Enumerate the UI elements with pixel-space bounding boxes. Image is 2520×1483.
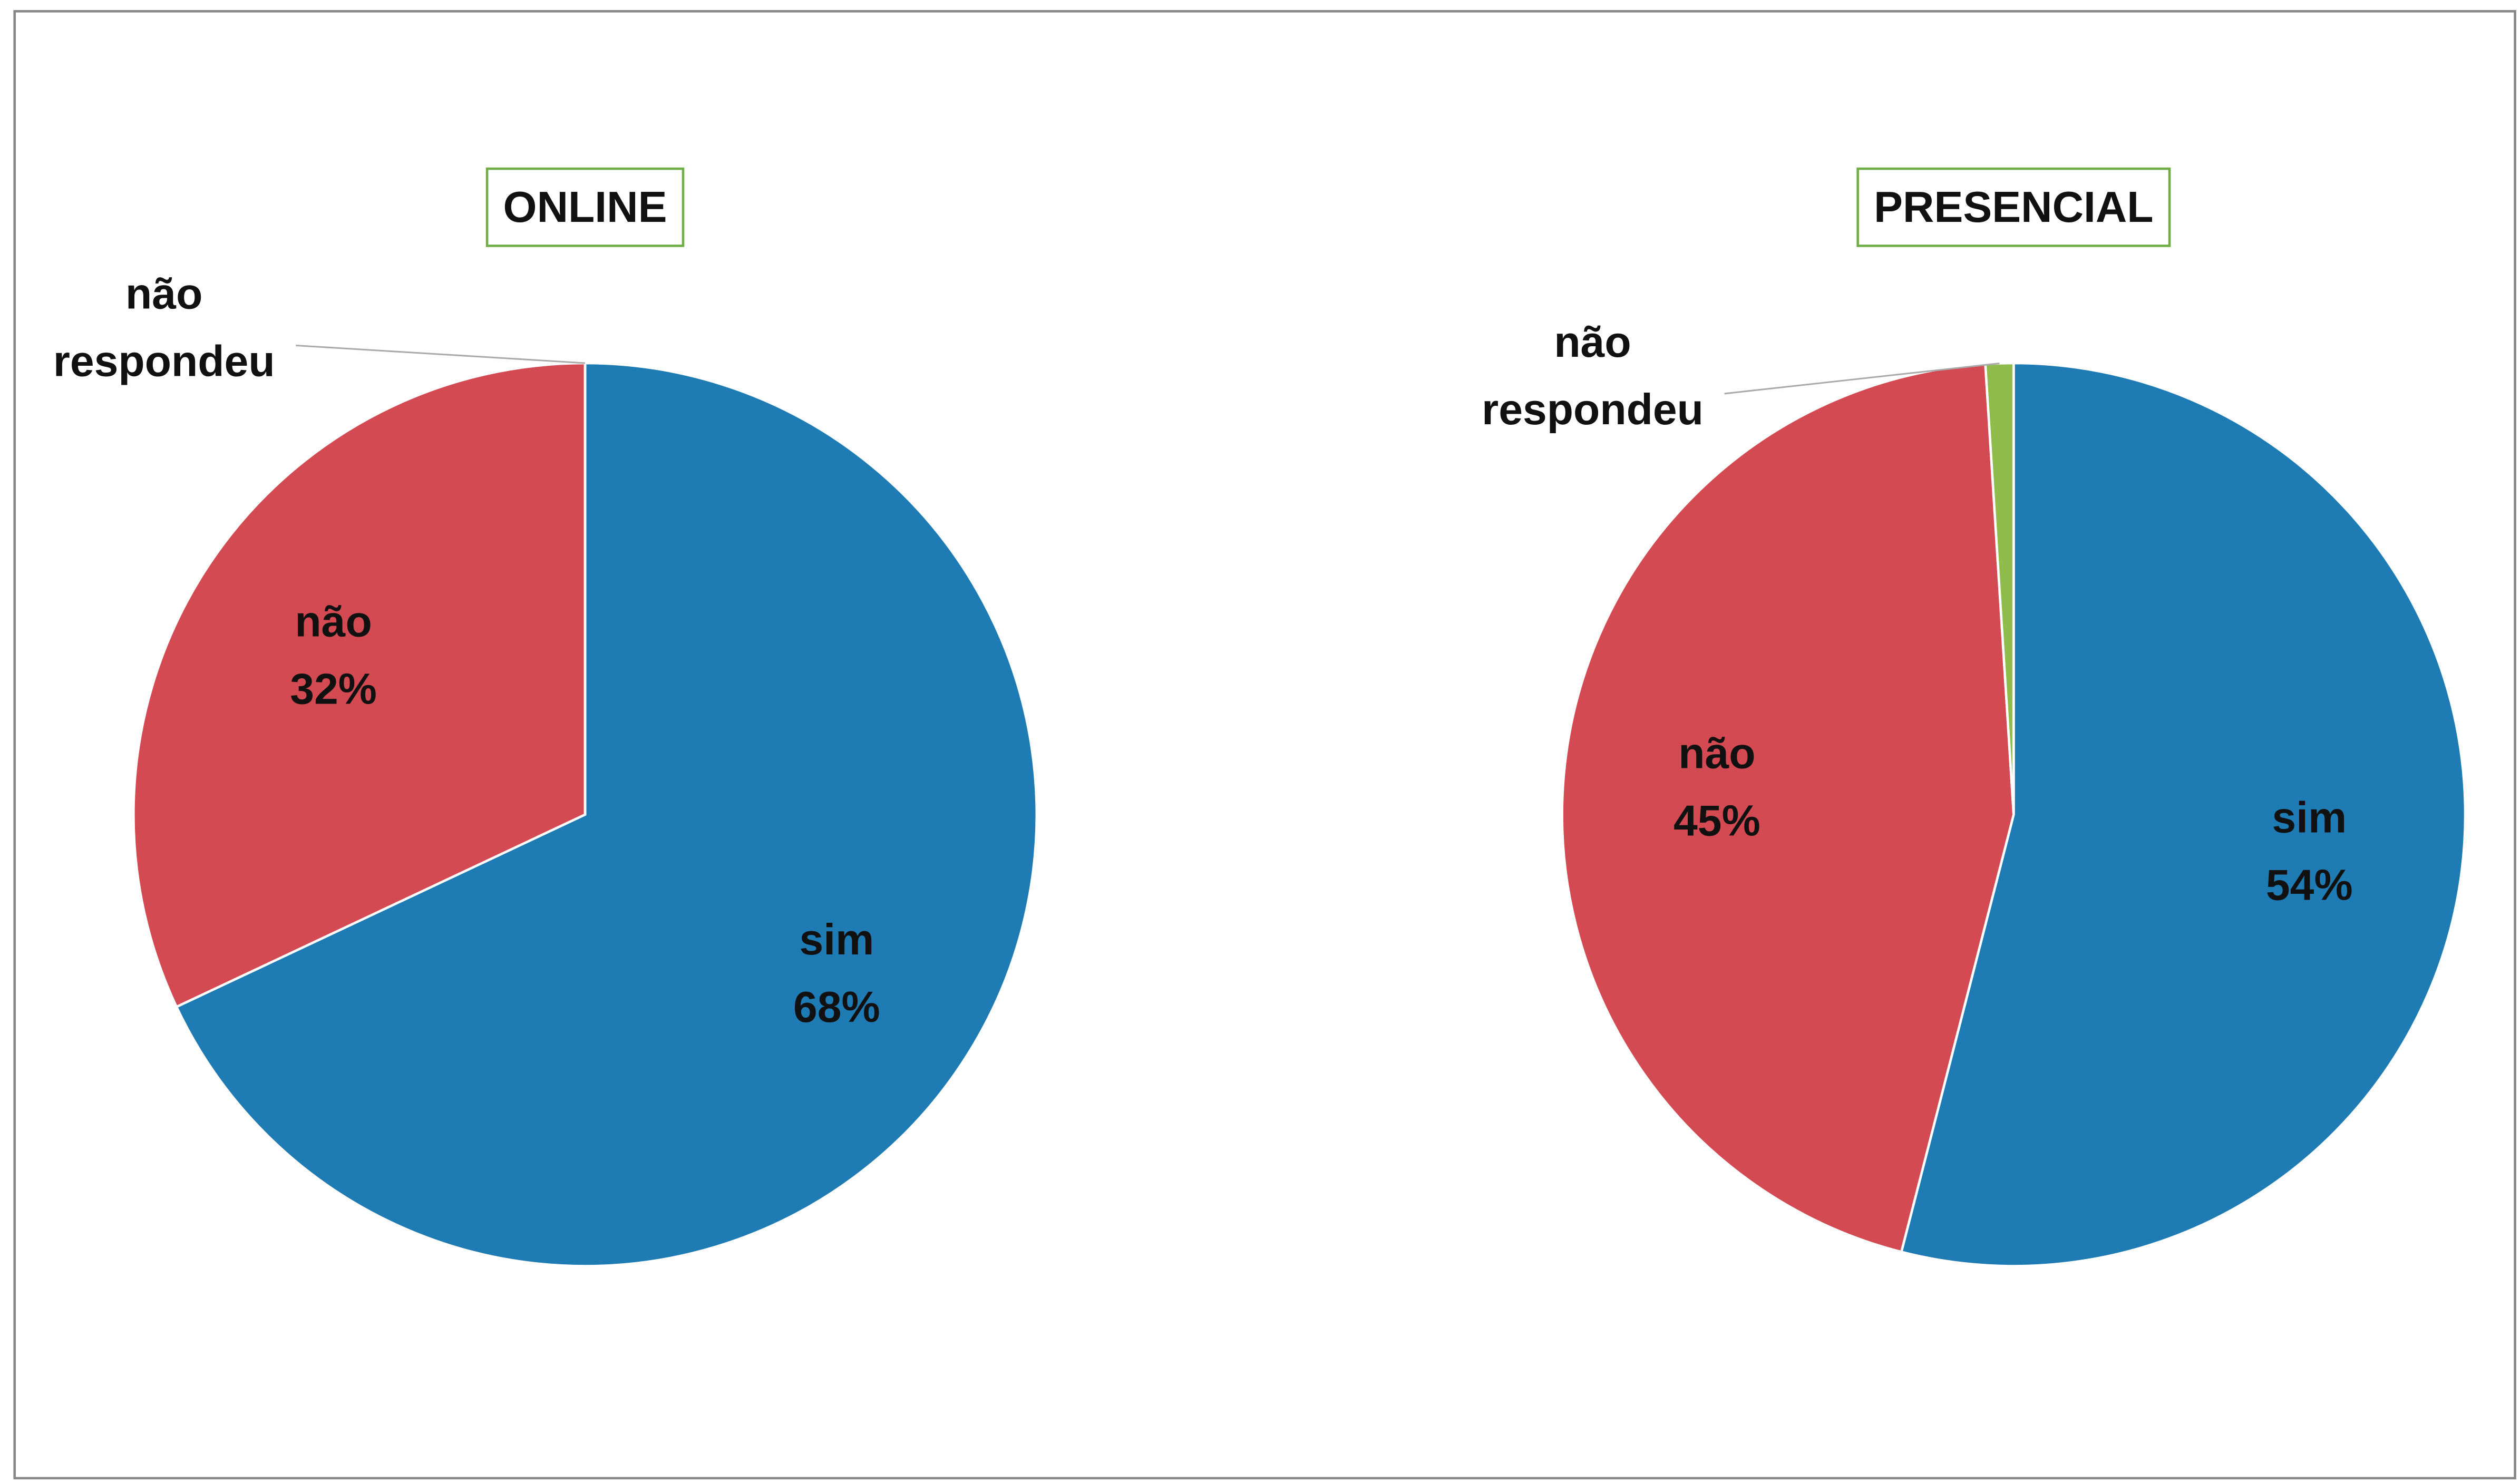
value-label: 1% xyxy=(1456,443,1729,450)
data-label: não respondeu 0% xyxy=(27,260,300,402)
leader-line xyxy=(296,344,586,364)
pie-slice xyxy=(1561,363,2015,1254)
label-box: sim 54% xyxy=(2181,785,2438,920)
chart-title: ONLINE xyxy=(503,183,667,231)
data-label: não 32% xyxy=(205,588,462,723)
value-label: 54% xyxy=(2265,861,2353,910)
value-label: 32% xyxy=(290,665,377,713)
label-box: não respondeu 0% xyxy=(27,260,300,402)
category-label: não respondeu xyxy=(1482,318,1704,434)
value-label: 45% xyxy=(1673,796,1760,845)
label-box: sim 68% xyxy=(708,907,965,1042)
pie-slice xyxy=(1900,362,2467,1267)
data-label: não 45% xyxy=(1589,719,1846,854)
data-label: sim 54% xyxy=(2181,785,2438,920)
category-label: sim xyxy=(799,916,874,965)
label-box: não 45% xyxy=(1589,719,1846,854)
title-box xyxy=(485,167,685,247)
data-label: sim 68% xyxy=(708,907,965,1042)
pie-slice xyxy=(132,362,587,1009)
leader-line xyxy=(1724,362,2000,395)
label-box: não respondeu 1% xyxy=(1456,308,1729,450)
category-label: não respondeu xyxy=(53,270,275,386)
category-label: não xyxy=(295,597,372,646)
value-label: 68% xyxy=(793,983,880,1032)
title-box xyxy=(1856,167,2171,247)
pie-slice xyxy=(1984,362,2015,815)
value-label: 0% xyxy=(27,395,300,402)
data-label: não respondeu 1% xyxy=(1456,308,1729,450)
label-box: não 32% xyxy=(205,588,462,723)
pie-slice xyxy=(174,362,1038,1267)
category-label: sim xyxy=(2272,794,2347,843)
category-label: não xyxy=(1678,728,1756,777)
chart-title: PRESENCIAL xyxy=(1874,183,2153,231)
